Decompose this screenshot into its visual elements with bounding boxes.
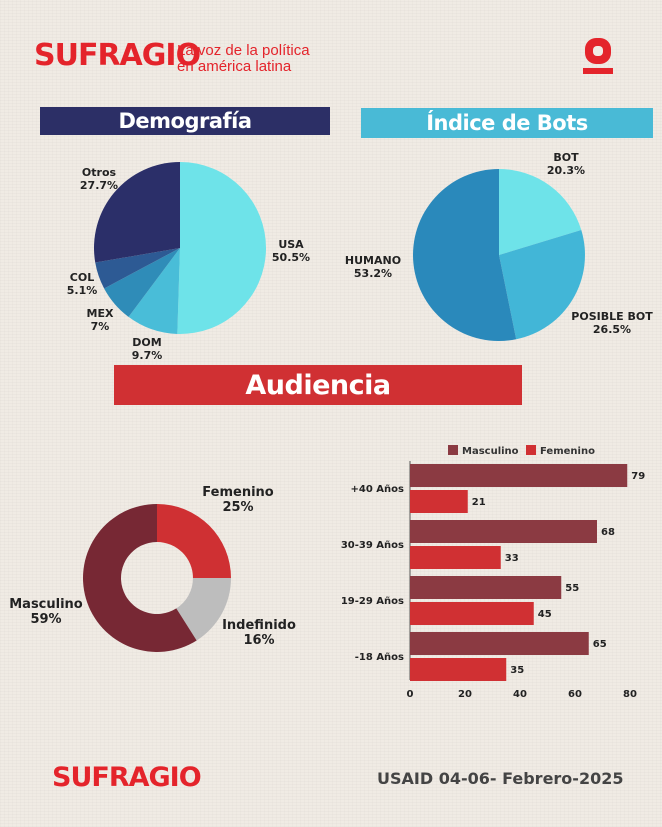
demo-label-usa-name: USA [278,238,304,251]
aud-label-indefinido-pct: 16% [243,633,275,648]
bar-masculino-0 [410,464,628,487]
footer-brand-logo: SUFRAGIO [52,762,202,793]
slice-femenino [157,504,231,578]
bar-value-label: 79 [631,471,645,482]
bots-pie-chart [412,169,585,341]
slice-humano [412,169,517,341]
slice-masculino [82,504,197,652]
demo-label-col-name: COL [69,271,95,284]
aud-label-indefinido-name: Indefinido [222,618,296,633]
section-title-bots: Índice de Bots [361,108,653,138]
age-gender-bar-chart: Masculino Femenino 79 21 +40 Años 68 33 30-39 A… [341,445,645,700]
demografia-pie-chart [94,162,267,334]
aud-label-femenino: Femenino 25% [196,485,280,515]
footer-date: USAID 04-06- Febrero-2025 [377,769,624,788]
bar-masculino-1 [410,520,597,543]
section-title-audiencia: Audiencia [114,365,522,405]
bar-value-label: 21 [472,497,486,508]
bar-femenino-2 [410,602,534,625]
slice-dom [128,248,180,334]
bar-masculino-3 [410,632,589,655]
slice-indefinido [176,578,231,641]
slice-posible-bot [499,229,585,340]
aud-label-femenino-name: Femenino [202,485,274,500]
x-tick-label: 60 [568,689,582,700]
x-tick-label: 80 [623,689,637,700]
demo-label-otros: Otros 27.7% [74,166,124,192]
demo-label-otros-name: Otros [81,166,117,179]
bots-label-humano-name: HUMANO [344,254,402,267]
legend-label-masculino: Masculino [462,446,519,457]
bots-label-bot-name: BOT [553,151,579,164]
legend-label-femenino: Femenino [540,446,595,457]
demo-label-otros-pct: 27.7% [79,179,119,192]
demo-label-dom-pct: 9.7% [131,349,163,362]
category-label: 19-29 Años [341,596,404,607]
legend-swatch-masculino [448,445,458,455]
bar-value-label: 68 [601,527,615,538]
category-label: -18 Años [355,652,404,663]
demo-label-mex-pct: 7% [90,320,110,333]
category-label: 30-39 Años [341,540,404,551]
demo-label-dom: DOM 9.7% [126,336,168,362]
demo-label-col: COL 5.1% [60,271,104,297]
audiencia-donut-chart [82,504,231,652]
demo-label-mex: MEX 7% [80,307,120,333]
bots-label-posible-bot-pct: 26.5% [592,323,632,336]
bar-femenino-0 [410,490,468,513]
demo-label-dom-name: DOM [132,336,162,349]
bar-femenino-3 [410,658,507,681]
x-tick-label: 20 [458,689,472,700]
bar-value-label: 33 [505,553,519,564]
slice-bot [499,169,582,255]
bots-label-humano: HUMANO 53.2% [340,254,406,280]
category-label: +40 Años [351,484,405,495]
tagline-line-1: La voz de la política [177,42,310,59]
slice-usa [177,162,267,334]
aud-label-indefinido: Indefinido 16% [219,618,299,648]
tagline-line-2: en américa latina [177,58,292,75]
demo-label-col-pct: 5.1% [66,284,98,297]
x-tick-label: 40 [513,689,527,700]
demo-label-mex-name: MEX [86,307,114,320]
slice-col [95,248,180,289]
demo-label-usa: USA 50.5% [268,238,314,264]
bar-value-label: 45 [538,609,552,620]
demo-label-usa-pct: 50.5% [271,251,311,264]
bots-label-bot-pct: 20.3% [546,164,586,177]
aud-label-masculino-name: Masculino [9,597,83,612]
aud-label-masculino: Masculino 59% [6,597,86,627]
aud-label-femenino-pct: 25% [222,500,254,515]
header-tagline: La voz de la política en américa latina [177,43,310,75]
legend-swatch-femenino [526,445,536,455]
bar-femenino-1 [410,546,501,569]
slice-otros [94,162,180,263]
bots-label-bot: BOT 20.3% [541,151,591,177]
slice-mex [104,248,180,317]
bots-label-posible-bot: POSIBLE BOT 26.5% [566,310,658,336]
bots-label-humano-pct: 53.2% [353,267,393,280]
bar-masculino-2 [410,576,562,599]
bar-value-label: 35 [510,665,524,676]
bots-label-posible-bot-name: POSIBLE BOT [571,310,653,323]
x-tick-label: 0 [407,689,414,700]
bar-value-label: 55 [565,583,579,594]
brand-mark-icon [582,36,614,76]
section-title-demografia: Demografía [40,107,330,135]
header-brand-logo: SUFRAGIO [34,38,201,73]
aud-label-masculino-pct: 59% [30,612,62,627]
bar-value-label: 65 [593,639,607,650]
